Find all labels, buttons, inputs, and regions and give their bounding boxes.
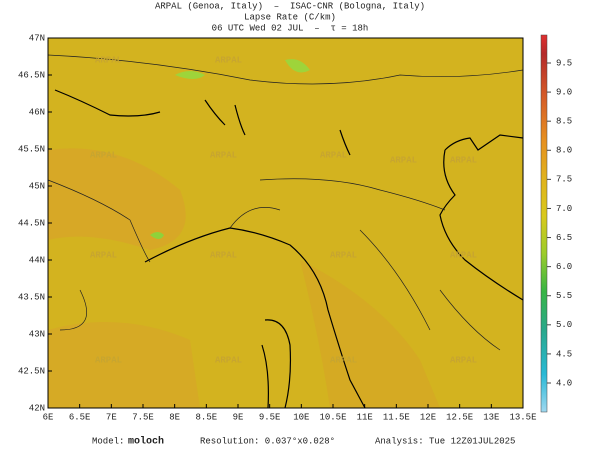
watermark: ARPAL [90,150,117,160]
colorbar-label: 4.0 [556,378,572,388]
footer-label: Model: [92,436,124,446]
lon-label: 11.5E [383,412,410,422]
lon-label: 9.5E [259,412,281,422]
watermark: ARPAL [210,150,237,160]
field-patch [150,232,164,239]
lon-label: 12.5E [446,412,473,422]
watermark: ARPAL [330,355,357,365]
watermark: ARPAL [215,55,242,65]
lat-label: 42.5N [18,366,45,376]
watermark: ARPAL [320,150,347,160]
lat-label: 43.5N [18,292,45,302]
coastline [144,227,366,409]
lat-label: 44N [29,255,45,265]
title-line: Lapse Rate (C/km) [244,12,336,22]
field-patch [48,148,186,250]
watermark: ARPAL [95,355,122,365]
watermark: ARPAL [450,155,477,165]
lat-label: 46.5N [18,70,45,80]
lon-label: 10.5E [319,412,346,422]
colorbar-label: 7.5 [556,175,572,185]
lon-label: 8.5E [196,412,218,422]
lon-label: 10E [293,412,309,422]
lon-label: 11E [357,412,373,422]
lon-label: 6E [43,412,54,422]
colorbar-label: 5.0 [556,320,572,330]
coastline [261,319,292,409]
lake-shore [54,89,351,156]
lon-label: 8E [169,412,180,422]
lon-label: 12E [420,412,436,422]
lon-label: 7.5E [132,412,154,422]
colorbar-label: 8.0 [556,146,572,156]
title-line: ARPAL (Genoa, Italy) – ISAC-CNR (Bologna… [155,1,425,11]
footer-model: moloch [128,436,164,448]
colorbar-label: 7.0 [556,204,572,214]
watermark: ARPAL [450,250,477,260]
lat-label: 46N [29,107,45,117]
watermark: ARPAL [215,355,242,365]
lon-label: 13.5E [509,412,536,422]
watermark: ARPAL [95,55,122,65]
lat-label: 44.5N [18,218,45,228]
footer-resolution: Resolution: 0.037°x0.028° [200,436,335,446]
lat-label: 43N [29,329,45,339]
footer-analysis: Analysis: Tue 12Z01JUL2025 [375,436,515,446]
colorbar-label: 6.0 [556,262,572,272]
region-border [47,54,524,351]
colorbar-label: 9.0 [556,87,572,97]
lat-label: 42N [29,403,45,413]
title-line: 06 UTC Wed 02 JUL – τ = 18h [212,23,369,33]
lon-label: 6.5E [69,412,91,422]
lat-label: 45.5N [18,144,45,154]
lon-label: 7E [106,412,117,422]
colorbar-label: 9.5 [556,58,572,68]
map-area: ARPAL ARPAL ARPAL ARPAL ARPAL ARPAL ARPAL ARPAL… [47,37,524,409]
lon-label: 13E [483,412,499,422]
colorbar-label: 6.5 [556,233,572,243]
lon-label: 9E [233,412,244,422]
field-patch [48,322,200,408]
colorbar-label: 8.5 [556,117,572,127]
field-patch [175,71,205,79]
watermark: ARPAL [210,250,237,260]
colorbar-label: 5.5 [556,291,572,301]
watermark: ARPAL [330,250,357,260]
watermark: ARPAL [90,250,117,260]
lat-label: 45N [29,181,45,191]
colorbar-label: 4.5 [556,349,572,359]
field-patch [285,59,310,73]
coastline [439,134,524,301]
lat-label: 47N [29,33,45,43]
watermark: ARPAL [390,155,417,165]
watermark: ARPAL [450,355,477,365]
field-patch [300,260,440,408]
colorbar [540,34,548,413]
